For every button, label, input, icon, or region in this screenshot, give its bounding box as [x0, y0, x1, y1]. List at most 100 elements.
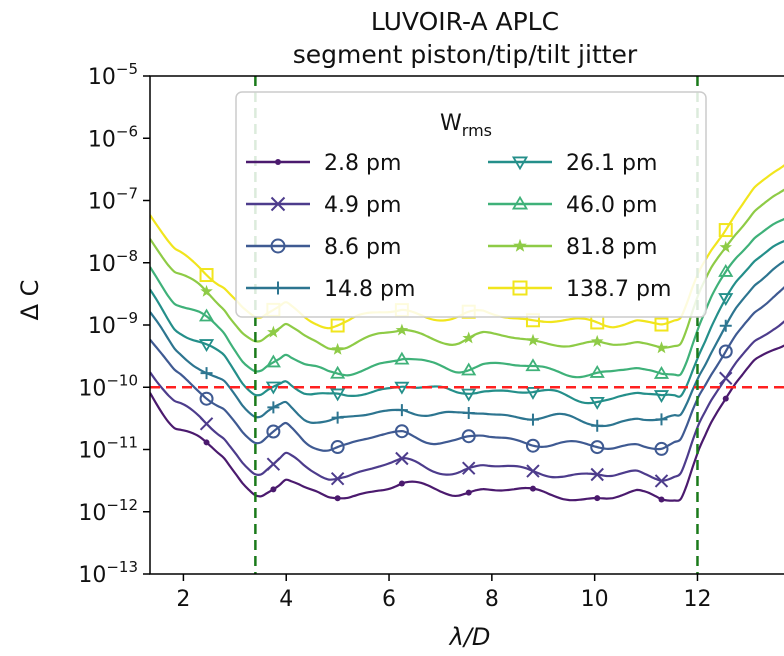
series-7-marker-1	[200, 284, 213, 297]
series-6-marker-2	[265, 354, 281, 368]
series-5-marker-5	[461, 388, 477, 402]
legend-swatch-marker	[271, 281, 285, 295]
series-6-marker-1	[198, 308, 215, 322]
series-5-marker-1	[198, 339, 215, 353]
legend-entry-3: 8.6 pm	[246, 235, 401, 260]
series-3-marker-6	[525, 438, 540, 453]
series-1-marker-1	[203, 439, 210, 446]
series-line-3	[150, 286, 784, 452]
legend-label: 138.7 pm	[566, 277, 671, 302]
series-3-marker-1	[199, 391, 214, 406]
series-7-marker-2	[267, 325, 280, 338]
x-axis: 2 4 6 8 10 12	[176, 574, 711, 612]
legend-swatch-marker	[270, 238, 286, 254]
x-tick-label-2: 2	[176, 587, 190, 612]
series-7-marker-4	[395, 323, 409, 336]
series-4-marker-9	[719, 319, 732, 332]
legend-entry-4: 14.8 pm	[246, 277, 415, 302]
series-8-marker-1	[199, 268, 214, 283]
legend-swatch-marker	[513, 238, 527, 252]
y-tick-label-4: 10−8	[88, 247, 138, 277]
series-2-marker-6	[526, 464, 540, 478]
series-4-marker-5	[462, 406, 475, 419]
series-4-marker-2	[267, 401, 280, 414]
series-2	[150, 320, 784, 488]
series-3	[150, 286, 784, 456]
legend-swatch-marker	[270, 196, 286, 212]
series-7-marker-9	[719, 240, 732, 253]
series-1-marker-4	[398, 480, 405, 487]
plot-area	[150, 76, 784, 574]
legend-title-main: W	[440, 111, 462, 136]
series-1-marker-7	[594, 495, 601, 502]
x-tick-label-6: 6	[382, 587, 396, 612]
legend-label: 2.8 pm	[324, 151, 401, 176]
series-1-marker-8	[658, 496, 665, 503]
y-axis: 10−5 10−6 10−7 10−8 10−9 10−10 10−11 10−12 10−13	[78, 60, 150, 588]
series-7-marker-8	[655, 341, 668, 354]
series-2-marker-8	[654, 474, 669, 488]
legend-swatch-marker	[511, 195, 529, 210]
series-6-marker-9	[718, 263, 734, 277]
y-tick-label-2: 10−6	[88, 122, 138, 152]
series-6-marker-6	[525, 358, 541, 372]
legend-entry-5: 26.1 pm	[488, 151, 657, 176]
series-8-marker-9	[718, 223, 733, 238]
legend-swatch-marker	[512, 280, 528, 296]
series-6-marker-4	[394, 351, 410, 365]
legend-swatch-marker	[511, 156, 529, 171]
y-tick-label-9: 10−13	[78, 558, 138, 588]
series-7-marker-3	[331, 342, 344, 355]
series-4-marker-1	[200, 367, 213, 380]
legend-entry-6: 46.0 pm	[488, 193, 657, 218]
series-3-marker-8	[654, 441, 669, 456]
series-7-marker-5	[462, 331, 475, 344]
y-tick-label-6: 10−10	[78, 371, 138, 401]
y-tick-label-5: 10−9	[88, 309, 138, 339]
series-2-marker-1	[199, 417, 214, 431]
series-line-5	[150, 240, 784, 405]
series-6-marker-3	[330, 365, 346, 379]
series-7-marker-7	[591, 334, 604, 347]
series-3-marker-5	[461, 429, 476, 444]
series-4-marker-7	[591, 419, 604, 432]
legend-entry-1: 2.8 pm	[246, 151, 401, 176]
series-1-marker-5	[465, 489, 472, 496]
y-tick-label-8: 10−12	[78, 496, 138, 526]
y-tick-label-3: 10−7	[88, 185, 138, 215]
y-axis-label: Δ C	[16, 280, 44, 321]
series-4-marker-6	[526, 413, 539, 426]
series-3-marker-9	[718, 344, 733, 359]
series-4-marker-8	[655, 413, 668, 426]
series-8-marker-8	[654, 317, 669, 332]
legend-title: Wrms	[440, 111, 492, 140]
series-2-marker-9	[719, 371, 733, 385]
series-2-marker-2	[266, 457, 281, 471]
legend-label: 14.8 pm	[324, 277, 415, 302]
series-2-marker-4	[395, 451, 409, 466]
series-4-marker-4	[395, 404, 408, 417]
chart-title: LUVOIR-A APLC	[371, 7, 559, 36]
legend-label: 81.8 pm	[566, 235, 657, 260]
x-tick-label-8: 8	[485, 587, 499, 612]
legend-swatch-marker	[275, 159, 281, 165]
series-2-marker-7	[590, 467, 604, 482]
series-7-marker-6	[526, 333, 540, 346]
legend-entry-8: 138.7 pm	[488, 277, 671, 302]
series-3-marker-4	[394, 424, 409, 439]
series-6-marker-8	[653, 365, 670, 379]
series-1-marker-3	[334, 495, 341, 502]
x-tick-label-4: 4	[279, 587, 293, 612]
y-tick-label-1: 10−5	[88, 60, 138, 90]
legend-label: 26.1 pm	[566, 151, 657, 176]
legend-label: 46.0 pm	[566, 193, 657, 218]
series-1-marker-2	[270, 486, 277, 493]
series-3-marker-7	[590, 440, 605, 455]
x-tick-label-12: 12	[683, 587, 711, 612]
series-5-marker-8	[653, 390, 670, 404]
legend-entry-7: 81.8 pm	[488, 235, 657, 260]
legend-label: 8.6 pm	[324, 235, 401, 260]
chart-subtitle: segment piston/tip/tilt jitter	[293, 40, 638, 69]
series-5	[150, 240, 784, 410]
